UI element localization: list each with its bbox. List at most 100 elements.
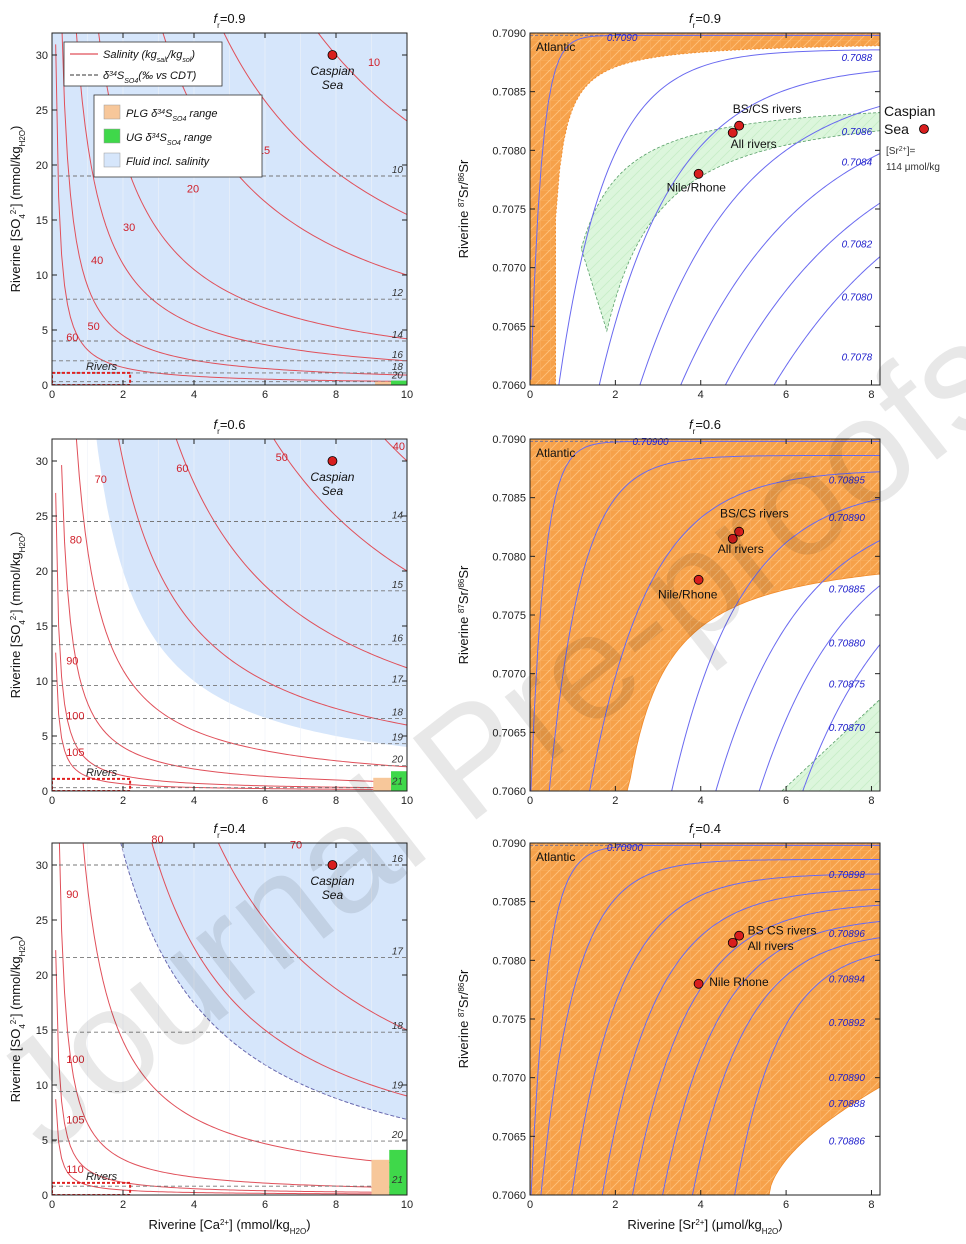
sr-contour-label: 0.70894 [829, 975, 866, 986]
sr-contour [548, 454, 880, 791]
panel-title-part: =0.6 [695, 417, 721, 432]
panel-title-part: =0.4 [220, 821, 246, 836]
y-tick-label: 0.7085 [492, 897, 526, 909]
point-label-all: All rivers [748, 939, 794, 953]
atlantic-range-region [530, 439, 880, 791]
legend-d34s-label-part: (‰ vs CDT) [138, 70, 196, 82]
y-axis-label-part: ] (mmol/kg [8, 552, 23, 613]
y-axis-label-part: H2O [18, 130, 27, 146]
legend-fluid-swatch [103, 152, 121, 168]
y-tick-label: 0 [42, 380, 48, 392]
salinity-label: 70 [95, 474, 107, 486]
salinity-label: 40 [393, 441, 405, 453]
x-tick-label: 4 [191, 1199, 197, 1211]
y-tick-label: 0.7090 [492, 434, 526, 446]
caspian-point [327, 860, 338, 870]
point-all [727, 937, 738, 948]
x-tick-label: 8 [868, 1199, 874, 1211]
y-tick-label: 0.7070 [492, 669, 526, 681]
legend-salinity-label: Salinity (kgsalt/kgsol) [103, 49, 195, 64]
y-axis-label-part: 4 [18, 214, 27, 219]
x-tick-label: 6 [262, 1199, 268, 1211]
sr-contour [540, 858, 880, 1195]
sr-contour [802, 643, 880, 791]
y-tick-label: 20 [36, 970, 48, 982]
rivers-label: Rivers [86, 361, 118, 373]
salinity-label: 50 [88, 321, 100, 333]
x-tick-label: 8 [868, 389, 874, 401]
y-tick-label: 0.7070 [492, 1073, 526, 1085]
y-axis-label: Riverine [SO42-] (mmol/kgH2O) [8, 126, 27, 293]
sr-contour-label: 0.7090 [607, 33, 638, 44]
x-tick-label: 4 [698, 795, 704, 807]
panel-title-part: =0.9 [695, 11, 721, 26]
y-tick-label: 0.7065 [492, 727, 526, 739]
sr-contour [691, 937, 880, 1195]
atlantic-range-region [530, 843, 880, 1195]
panel-title-part: r [217, 427, 220, 436]
sr-contour [758, 584, 880, 791]
salinity-label: 100 [66, 711, 84, 723]
y-tick-label: 0.7060 [492, 380, 526, 392]
caspian-label-2: Sea [322, 888, 344, 902]
legend-ug-label-part: range [181, 132, 212, 144]
y-tick-label: 5 [42, 731, 48, 743]
legend-plg-label-part: range [186, 108, 217, 120]
y-tick-label: 30 [36, 50, 48, 62]
plot-area [52, 843, 407, 1195]
y-axis-label-part: Sr/ [456, 181, 471, 198]
x-tick-label: 2 [612, 1199, 618, 1211]
sr-contour [671, 498, 880, 791]
y-axis-label-part: Sr [456, 159, 471, 173]
caspian-note-label-2: Sea [884, 121, 909, 137]
panel-title-part: =0.6 [220, 417, 246, 432]
sr-contour-label: 0.70886 [829, 1137, 866, 1148]
legend-ug-label-part: S [159, 132, 167, 144]
legend-plg-label-part: S [165, 108, 173, 120]
sr-contour-label: 0.70892 [829, 1018, 866, 1029]
plg-range [375, 381, 392, 385]
caspian-note-sr-part: ]= [907, 146, 916, 157]
panel-title-part: =0.9 [220, 11, 246, 26]
atlantic-range-region [530, 33, 880, 385]
y-tick-label: 0.7075 [492, 610, 526, 622]
y-axis-label: Riverine 87Sr/86Sr [456, 159, 471, 258]
caspian-label: Caspian [310, 64, 354, 78]
y-tick-label: 10 [36, 270, 48, 282]
x-tick-label: 6 [262, 389, 268, 401]
sr-contour [601, 888, 880, 1195]
salinity-curve [273, 439, 407, 572]
caspian-label-2: Sea [322, 484, 344, 498]
salinity-curve [61, 33, 407, 376]
y-axis-label-part: 2- [9, 207, 18, 214]
caspian-point [327, 456, 338, 466]
salinity-label: 80 [151, 834, 163, 846]
plot-area [530, 843, 880, 1195]
salinity-label: 60 [176, 463, 188, 475]
y-tick-label: 15 [36, 215, 48, 227]
d34s-label: 17 [392, 946, 404, 957]
x-axis-label-part: 2+ [220, 1218, 229, 1227]
x-tick-label: 8 [333, 1199, 339, 1211]
panel-sr-0.6: 0.709000.708950.708900.708850.708800.708… [456, 417, 881, 807]
panel-title-part: r [693, 831, 696, 840]
y-tick-label: 20 [36, 566, 48, 578]
x-axis-label: Riverine [Ca2+] (mmol/kgH2O) [148, 1217, 310, 1236]
y-axis-label-part: ) [8, 126, 23, 130]
d34s-label: 20 [391, 755, 404, 766]
x-tick-label: 2 [120, 1199, 126, 1211]
sr-contour-label: 0.70875 [829, 680, 866, 691]
x-tick-label: 10 [401, 389, 413, 401]
sr-contour-label: 0.70895 [829, 476, 866, 487]
panel-title-part: r [693, 21, 696, 30]
legend-fluid-label: Fluid incl. salinity [126, 156, 211, 168]
panel-title: fr=0.4 [214, 821, 246, 840]
salinity-label: 105 [66, 747, 84, 759]
legend-salinity-label-part: ) [189, 49, 195, 61]
y-axis-label-part: 87 [457, 198, 466, 207]
caspian-label: Caspian [310, 470, 354, 484]
plg-range [371, 1159, 390, 1195]
salinity-label: 10 [368, 57, 380, 69]
x-tick-label: 0 [527, 795, 533, 807]
